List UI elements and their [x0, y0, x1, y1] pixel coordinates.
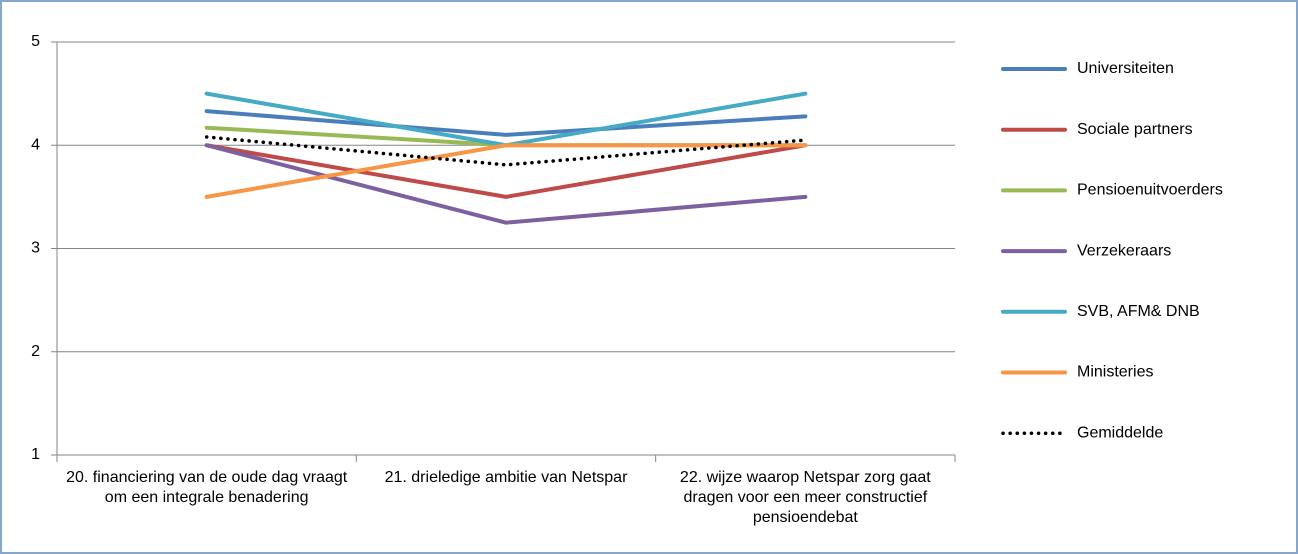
series-line	[204, 135, 808, 167]
series-line	[204, 143, 808, 199]
legend-label: Pensioenuitvoerders	[1077, 182, 1223, 199]
series-line	[204, 143, 808, 199]
y-tick-label: 2	[31, 343, 40, 360]
legend-label: Universiteiten	[1077, 60, 1174, 77]
x-tick-label: 21. drieledige ambitie van Netspar	[384, 469, 628, 486]
series-line	[204, 143, 808, 225]
legend-label: SVB, AFM& DNB	[1077, 303, 1200, 320]
x-tick-label: 22. wijze waarop Netspar zorg gaat drage…	[679, 469, 931, 526]
y-tick-label: 4	[31, 136, 40, 153]
legend-label: Verzekeraars	[1077, 242, 1171, 259]
legend-label: Sociale partners	[1077, 121, 1193, 138]
y-tick-label: 5	[31, 33, 40, 50]
legend-label: Gemiddelde	[1077, 424, 1163, 441]
legend-label: Ministeries	[1077, 364, 1153, 381]
y-tick-label: 3	[31, 240, 40, 257]
y-tick-label: 1	[31, 446, 40, 463]
x-tick-label: 20. financiering van de oude dag vraagt …	[66, 469, 348, 506]
series-line	[204, 109, 808, 137]
